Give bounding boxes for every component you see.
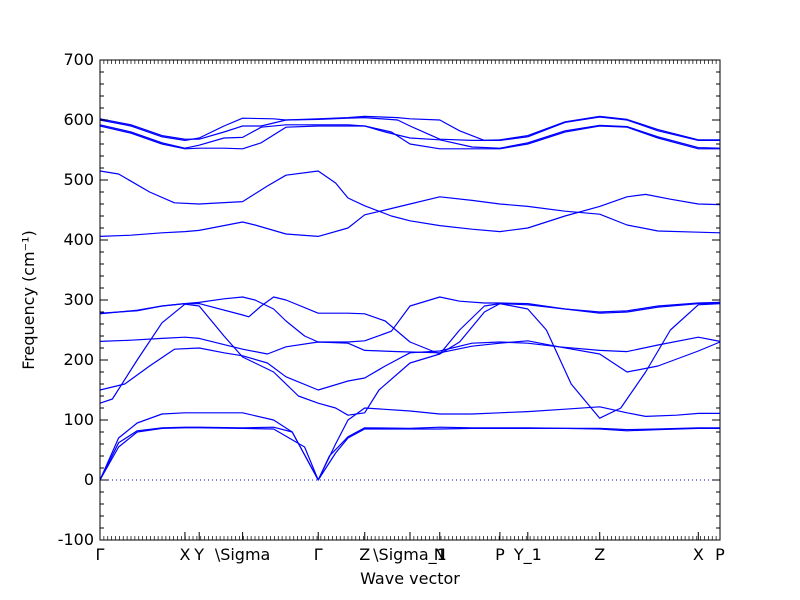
y-tick-label: 400 [63,230,94,249]
band-line-7 [99,296,721,355]
y-tick-label: 0 [84,470,94,489]
x-tick-label: X [179,545,190,564]
x-tick-label: N [434,545,446,564]
band-line-12 [99,124,721,149]
axis-ticks [99,59,721,541]
x-tick-label: Y [193,545,204,564]
band-line-1 [99,427,720,481]
band-line-8 [99,296,721,343]
y-tick-label: -100 [58,530,94,549]
band-line-10 [99,170,721,233]
x-axis-label: Wave vector [360,569,460,588]
x-tick-label: Y_1 [513,545,542,565]
x-tick-label: P [715,545,725,564]
y-tick-label: 300 [63,290,94,309]
x-tick-label: Γ [314,545,323,564]
band-line-3 [99,406,720,481]
band-line-14 [99,115,720,141]
y-tick-label: 700 [63,50,94,69]
x-tick-labels: Γ X Y \Sigma Γ Z \Sigma_1N P Y_1 Z X P [96,545,726,565]
y-tick-labels: -100 0 100 200 300 400 500 600 700 [58,50,94,549]
y-tick-label: 500 [63,170,94,189]
x-tick-label: X [693,545,704,564]
band-lines [99,115,721,481]
band-line-13 [99,116,720,141]
x-tick-label: P [495,545,505,564]
band-line-5 [99,341,721,391]
band-line-4 [99,303,721,419]
y-tick-label: 600 [63,110,94,129]
x-tick-label: Z [359,545,370,564]
x-tick-label: Z [594,545,605,564]
plot-frame [99,59,721,541]
y-tick-label: 200 [63,350,94,369]
y-tick-label: 100 [63,410,94,429]
band-line-2 [99,426,720,481]
band-line-6 [99,336,721,355]
y-axis-label: Frequency (cm⁻¹) [19,230,38,369]
x-tick-label: \Sigma_1 [373,545,447,565]
x-tick-label: \Sigma [215,545,271,564]
band-line-9 [99,196,721,237]
x-tick-label: Γ [96,545,105,564]
